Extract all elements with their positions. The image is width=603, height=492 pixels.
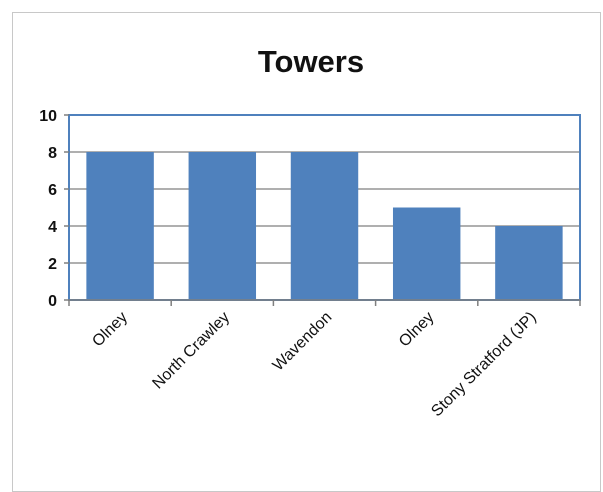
- x-tick-label: Olney: [89, 309, 131, 351]
- y-tick-label: 6: [48, 182, 57, 199]
- bar: [86, 152, 154, 300]
- y-tick-label: 0: [48, 293, 57, 310]
- y-tick-label: 2: [48, 256, 57, 273]
- chart-title: Towers: [258, 44, 364, 79]
- axes: [64, 114, 581, 306]
- bar: [188, 152, 257, 300]
- y-axis-tick-labels: 0 2 4 6 8 10: [39, 108, 57, 310]
- y-tick-label: 4: [48, 219, 57, 236]
- y-tick-label: 8: [48, 145, 57, 162]
- bars: [86, 152, 563, 300]
- bar: [290, 152, 359, 300]
- y-tick-label: 10: [39, 108, 57, 125]
- bar: [495, 226, 563, 300]
- bar: [392, 207, 461, 300]
- x-tick-label: Olney: [396, 309, 438, 351]
- x-tick-label: Wavendon: [270, 309, 336, 375]
- x-tick-label: Stony Stratford (JP): [428, 309, 539, 420]
- x-tick-label: North Crawley: [149, 309, 233, 393]
